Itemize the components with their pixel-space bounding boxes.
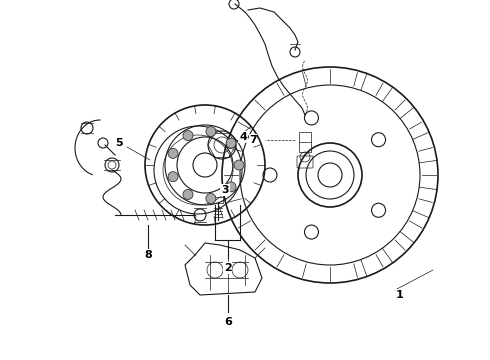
- Text: 3: 3: [221, 185, 229, 195]
- Circle shape: [168, 148, 178, 158]
- Bar: [213, 197, 223, 203]
- Text: 7: 7: [249, 135, 257, 145]
- Text: 8: 8: [144, 250, 152, 260]
- Circle shape: [183, 131, 193, 140]
- Circle shape: [234, 160, 244, 170]
- Text: 4: 4: [239, 132, 247, 142]
- Circle shape: [226, 182, 236, 192]
- Text: 1: 1: [396, 290, 404, 300]
- Circle shape: [168, 172, 178, 182]
- Text: 5: 5: [115, 138, 123, 148]
- Circle shape: [183, 189, 193, 199]
- Bar: [299, 132, 311, 152]
- Text: 6: 6: [224, 317, 232, 327]
- Circle shape: [206, 126, 216, 136]
- Text: 2: 2: [223, 263, 231, 273]
- Circle shape: [226, 138, 236, 148]
- Circle shape: [206, 193, 216, 203]
